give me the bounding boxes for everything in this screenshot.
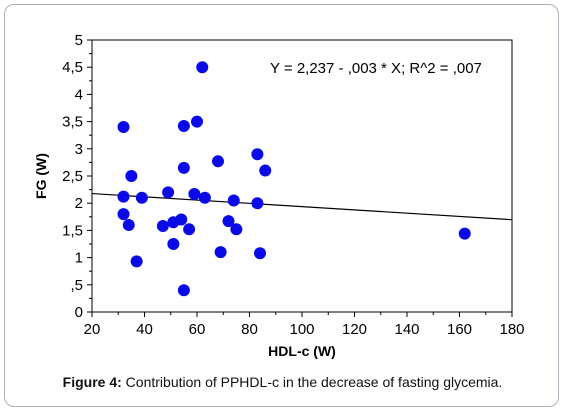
regression-line xyxy=(91,192,513,221)
data-point xyxy=(230,223,243,236)
axis-ticks: 20 40 60 80 100 120 140 160 180 0 ,5 1 1,5 2 2,5 3 3,5 4 4… xyxy=(62,32,524,338)
data-point xyxy=(198,191,211,204)
data-point xyxy=(162,186,175,199)
data-point xyxy=(177,284,190,297)
y-tick-label: 4 xyxy=(75,86,83,103)
y-tick-label: 3,5 xyxy=(62,114,83,131)
data-point xyxy=(122,218,135,231)
data-point xyxy=(175,213,188,226)
x-tick-label: 60 xyxy=(189,321,206,338)
x-axis-label: HDL-c (W) xyxy=(268,343,336,359)
y-tick-label: 3 xyxy=(75,141,83,158)
data-point xyxy=(177,119,190,132)
x-tick-label: 140 xyxy=(394,321,419,338)
data-point xyxy=(177,161,190,174)
y-tick-label: 1,5 xyxy=(62,222,83,239)
data-point xyxy=(254,247,266,260)
y-tick-label: 2,5 xyxy=(62,168,83,185)
data-point xyxy=(183,223,196,236)
data-point xyxy=(167,238,180,250)
regression-equation: Y = 2,237 - ,003 * X; R^2 = ,007 xyxy=(270,60,482,77)
y-tick-label: 5 xyxy=(75,32,83,49)
data-point xyxy=(135,191,148,204)
x-tick-label: 40 xyxy=(136,321,153,338)
y-tick-label: 0 xyxy=(75,304,83,321)
data-point xyxy=(212,155,224,168)
data-point xyxy=(191,115,203,128)
data-point xyxy=(188,187,201,200)
y-axis-label: FG (W) xyxy=(33,153,49,199)
x-tick-label: 80 xyxy=(241,321,258,338)
data-point xyxy=(156,220,169,233)
data-point xyxy=(117,208,130,221)
y-tick-label: ,5 xyxy=(70,277,83,294)
data-point xyxy=(130,255,143,268)
y-tick-label: 1 xyxy=(75,250,83,267)
data-points xyxy=(117,61,471,297)
data-point xyxy=(196,61,209,74)
x-tick-label: 20 xyxy=(84,321,101,338)
data-point xyxy=(117,121,130,134)
data-point xyxy=(117,190,130,203)
x-tick-label: 160 xyxy=(447,321,472,338)
data-point xyxy=(222,215,235,228)
data-point xyxy=(458,227,471,240)
plot-area xyxy=(91,39,513,313)
data-point xyxy=(125,170,138,182)
data-point xyxy=(214,246,227,259)
y-tick-label: 2 xyxy=(75,195,83,212)
figure-caption: Figure 4: Contribution of PPHDL-c in the… xyxy=(0,374,565,390)
x-tick-label: 180 xyxy=(499,321,524,338)
x-tick-label: 120 xyxy=(342,321,367,338)
y-tick-label: 4,5 xyxy=(62,59,83,76)
caption-label: Figure 4: xyxy=(62,374,122,390)
data-point xyxy=(251,148,264,161)
x-tick-label: 100 xyxy=(289,321,314,338)
data-point xyxy=(227,194,240,207)
scatter-chart: 20 40 60 80 100 120 140 160 180 0 ,5 1 1,5 2 2,5 3 3,5 4 4… xyxy=(33,32,525,359)
data-point xyxy=(259,164,272,177)
data-point xyxy=(251,197,264,210)
caption-text: Contribution of PPHDL-c in the decrease … xyxy=(121,374,503,390)
